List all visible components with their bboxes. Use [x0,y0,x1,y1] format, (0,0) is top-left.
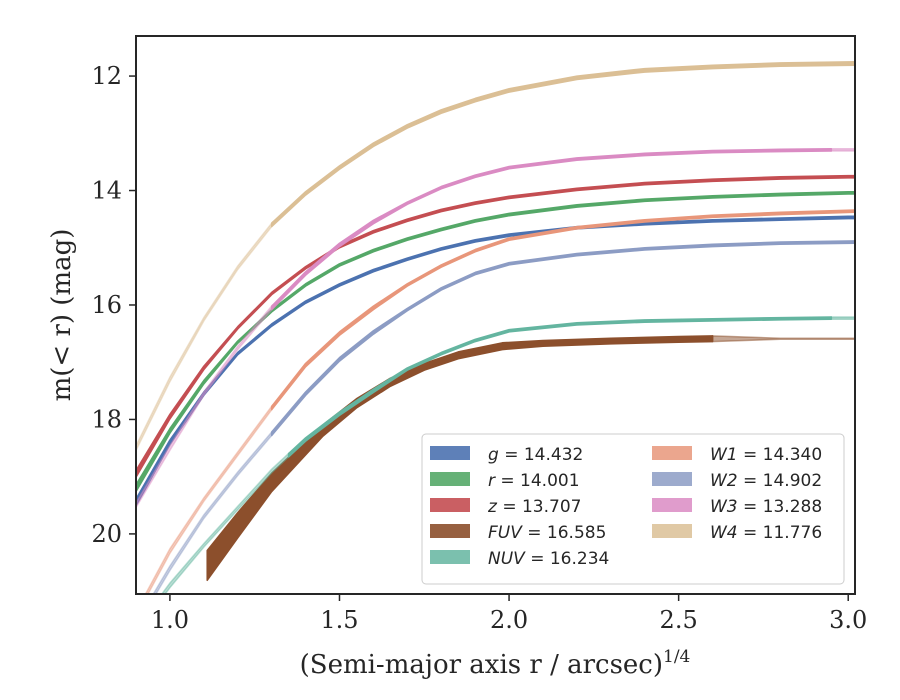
legend-value: = 13.707 [497,497,582,517]
x-axis: 1.0 1.5 2.0 2.5 3.0 [151,594,867,634]
series-w4-band [270,61,855,228]
x-tick-label: 1.0 [151,606,189,634]
legend-item-r: r = 14.001 [430,471,580,491]
legend-item-w3: W3 = 13.288 [652,497,822,517]
legend-box [421,433,845,585]
legend-label: FUV = 16.585 [488,523,606,543]
legend-item-fuv: FUV = 16.585 [430,523,606,543]
plot-frame [135,35,856,595]
series-r [136,190,855,493]
legend-swatch [652,498,692,512]
y-tick-label: 16 [91,291,122,319]
legend-value: = 14.340 [738,445,823,465]
y-tick-label: 18 [91,405,122,433]
legend-swatch [430,498,470,512]
series-nuv-band [287,316,833,458]
series-nuv [160,316,855,594]
y-tick-label: 12 [91,62,122,90]
legend-band: r [488,471,496,491]
y-axis-title: m(< r) (mag) [47,229,77,402]
series-w4 [136,61,855,451]
x-tick-label: 3.0 [829,606,867,634]
series-w2-band [270,240,855,437]
legend-value: = 14.432 [499,445,584,465]
series-layer [136,61,855,594]
y-tick-label: 14 [91,177,122,205]
legend-label: g = 14.432 [488,445,583,465]
legend-band: FUV [488,523,523,543]
legend-label: W1 = 14.340 [710,445,822,465]
series-w2 [152,240,855,594]
legend-swatch [430,524,470,538]
series-r-band [136,190,855,493]
legend-swatch [430,472,470,486]
series-w3-faint-outer [830,147,855,152]
series-g [136,215,855,507]
legend-value: = 13.288 [738,497,823,517]
x-axis-title-main: (Semi-major axis r / arcsec) [300,650,663,680]
legend-value: = 16.585 [522,523,607,543]
series-nuv-faint-outer [830,316,855,321]
legend-value: = 14.902 [738,471,823,491]
legend-item-w2: W2 = 14.902 [652,471,822,491]
series-fuv [206,335,855,582]
series-fuv-band [206,335,714,582]
legend-label: NUV = 16.234 [488,549,609,569]
legend-swatch [652,472,692,486]
legend-value: = 16.234 [525,549,610,569]
legend-value: = 11.776 [738,523,823,543]
series-w3 [136,147,855,510]
x-axis-title: (Semi-major axis r / arcsec)1/4 [300,647,691,680]
y-axis: 12 14 16 18 20 [91,62,136,548]
legend-label: r = 14.001 [488,471,580,491]
legend-band: z [487,497,498,517]
legend-value: = 14.001 [495,471,580,491]
series-w1-band [270,209,855,411]
legend-label: W2 = 14.902 [710,471,822,491]
x-tick-label: 1.5 [320,606,358,634]
legend-label: z = 13.707 [487,497,581,517]
legend-swatch [652,446,692,460]
x-tick-label: 2.0 [490,606,528,634]
legend-label: W3 = 13.288 [710,497,822,517]
legend-item-w4: W4 = 11.776 [652,523,822,543]
legend-item-z: z = 13.707 [430,497,581,517]
series-w3-band [270,147,833,311]
legend-swatch [652,524,692,538]
legend-band: W2 [710,471,738,491]
legend-band: W4 [710,523,738,543]
legend-label: W4 = 11.776 [710,523,822,543]
x-tick-label: 2.5 [660,606,698,634]
legend-band: W3 [710,497,738,517]
legend-band: W1 [710,445,738,465]
series-w1 [144,209,855,594]
legend-item-g: g = 14.432 [430,445,583,465]
legend-item-w1: W1 = 14.340 [652,445,822,465]
legend-band: NUV [488,549,526,569]
series-g-band [136,215,855,507]
legend-swatch [430,550,470,564]
legend-item-nuv: NUV = 16.234 [430,549,609,569]
legend-swatch [430,446,470,460]
legend-band: g [488,445,499,465]
x-axis-title-superscript: 1/4 [663,647,690,667]
y-tick-label: 20 [91,520,122,548]
